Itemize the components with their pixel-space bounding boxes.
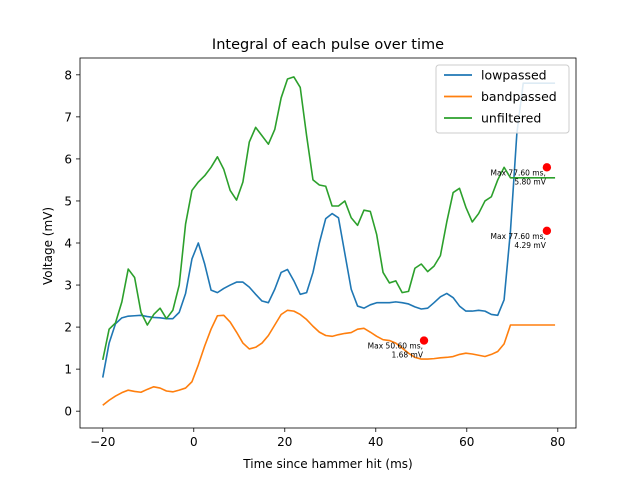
max-marker-1	[542, 226, 552, 236]
x-tick-label: 40	[368, 435, 383, 449]
annotation-line2-1: 4.29 mV	[514, 241, 546, 250]
y-tick-label: 0	[64, 405, 72, 419]
annotation-line1-0: Max 77.60 ms,	[491, 168, 546, 177]
y-tick-label: 7	[64, 110, 72, 124]
y-tick-label: 6	[64, 152, 72, 166]
series-group	[101, 76, 556, 406]
series-line-lowpassed	[101, 82, 556, 378]
chart-title: Integral of each pulse over time	[212, 37, 444, 53]
x-tick-label: 80	[550, 435, 565, 449]
x-tick-label: −20	[90, 435, 115, 449]
annotation-line2-2: 1.68 mV	[391, 351, 423, 360]
legend: lowpassed bandpassed unfiltered	[435, 64, 570, 134]
x-axis-label: Time since hammer hit (ms)	[242, 457, 412, 471]
series-line-bandpassed	[102, 309, 556, 406]
legend-label-unfiltered: unfiltered	[481, 111, 541, 126]
max-marker-0	[542, 163, 552, 172]
annotation-line1-1: Max 77.60 ms,	[491, 232, 546, 241]
x-tick-label: 20	[277, 435, 292, 449]
annotation-line2-0: 5.80 mV	[514, 177, 546, 186]
y-tick-label: 4	[64, 237, 72, 251]
y-tick-label: 1	[64, 363, 72, 377]
legend-label-lowpassed: lowpassed	[481, 68, 547, 83]
y-tick-label: 3	[64, 279, 72, 293]
y-tick-label: 2	[64, 321, 72, 335]
annotation-line1-2: Max 50.60 ms,	[368, 342, 423, 351]
y-tick-label: 8	[64, 68, 72, 82]
series-line-unfiltered	[101, 76, 556, 361]
max-marker-2	[419, 336, 429, 345]
y-tick-label: 5	[64, 194, 72, 208]
legend-label-bandpassed: bandpassed	[481, 89, 557, 104]
x-tick-label: 0	[190, 435, 198, 449]
x-tick-label: 60	[459, 435, 474, 449]
y-axis-label: Voltage (mV)	[41, 207, 55, 285]
legend-box	[435, 64, 570, 134]
